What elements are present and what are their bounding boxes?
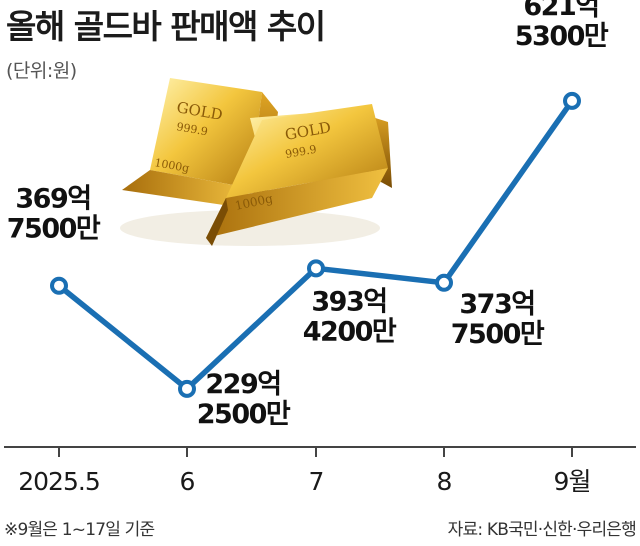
- data-point: [563, 91, 581, 110]
- footnote: ※9월은 1~17일 기준: [4, 520, 155, 540]
- source-note: 자료: KB국민·신한·우리은행: [447, 520, 637, 540]
- data-point: [307, 259, 325, 278]
- gold-bar-purity-back: 999.9: [175, 120, 208, 138]
- gold-bars-image: GOLD 999.9 1000g GOLD 999.9 1000g: [120, 78, 392, 246]
- data-label: 2500만: [197, 399, 291, 430]
- data-point: [178, 379, 196, 398]
- chart-title: 올해 골드바 판매액 추이: [6, 7, 326, 46]
- data-label: 5300만: [515, 21, 609, 52]
- gold-bar-front: GOLD 999.9 1000g: [206, 104, 388, 246]
- data-label: 7500만: [451, 319, 545, 350]
- x-axis-tick-labels: 2025.5 6 7 8 9월: [18, 467, 591, 496]
- data-labels: 369억7500만229억2500만393억4200만373억7500만621억…: [7, 0, 611, 430]
- data-label: 373억: [459, 289, 534, 320]
- data-point: [435, 273, 453, 292]
- x-tick-label: 7: [309, 467, 324, 496]
- x-tick-label: 6: [180, 467, 195, 496]
- x-axis-ticks: [58, 447, 573, 457]
- data-label: 229억: [205, 369, 280, 400]
- data-point: [50, 276, 68, 295]
- data-label: 7500만: [7, 214, 101, 245]
- x-tick-label: 9월: [554, 467, 591, 496]
- unit-label: (단위:원): [6, 60, 77, 82]
- gold-bar-purity-front: 999.9: [284, 143, 317, 161]
- gold-bar-weight-back: 1000g: [153, 156, 190, 175]
- x-tick-label: 8: [437, 467, 452, 496]
- data-label: 4200만: [303, 316, 397, 347]
- data-label: 621억: [523, 0, 598, 22]
- data-label: 393억: [311, 286, 386, 317]
- data-markers: [50, 91, 581, 398]
- x-tick-label: 2025.5: [18, 467, 99, 496]
- data-label: 369억: [15, 184, 90, 215]
